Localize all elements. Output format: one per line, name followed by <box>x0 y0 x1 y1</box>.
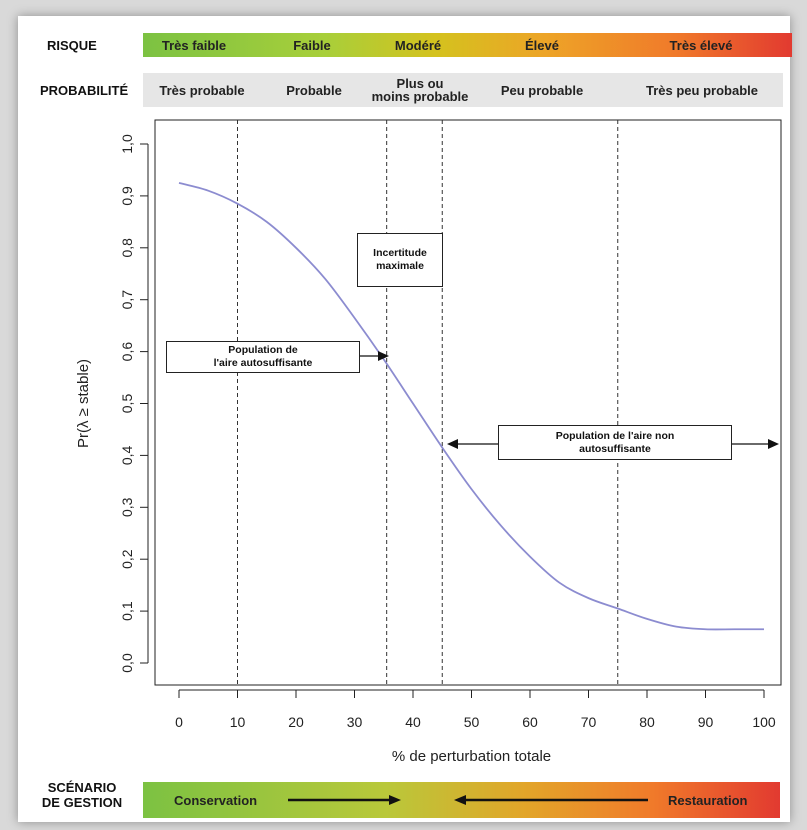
probability-level: Peu probable <box>500 82 584 98</box>
probability-level: Plus ou moins probable <box>371 76 469 104</box>
x-tick-label: 20 <box>288 714 304 730</box>
y-tick-label: 0,6 <box>119 342 135 362</box>
conservation-arrow-head <box>389 795 401 805</box>
y-axis-title: Pr(λ ≥ stable) <box>75 359 92 448</box>
management-scenario-label: SCÉNARIO DE GESTION <box>41 780 123 810</box>
probability-level: Très peu probable <box>646 82 758 98</box>
annotation-uncertainty: Incertitude maximale <box>357 233 443 287</box>
x-tick-label: 40 <box>405 714 421 730</box>
x-tick-label: 70 <box>581 714 597 730</box>
risk-level: Très élevé <box>669 37 733 53</box>
y-tick-label: 0,2 <box>119 549 135 569</box>
probability-curve <box>178 182 764 631</box>
probability-level: Probable <box>286 82 342 98</box>
x-tick-label: 90 <box>698 714 714 730</box>
self-sustaining-arrowhead <box>378 351 389 361</box>
x-tick-label: 10 <box>230 714 246 730</box>
management-arrows <box>288 795 648 805</box>
x-tick-label: 80 <box>639 714 655 730</box>
x-tick-label: 0 <box>175 714 183 730</box>
probability-band: Très probable Probable Plus ou moins pro… <box>143 73 783 107</box>
risk-level: Modéré <box>394 37 442 53</box>
restoration-arrow-head <box>454 795 466 805</box>
figure-frame <box>18 16 790 822</box>
y-tick-label: 1,0 <box>119 134 135 154</box>
annotation-self-sustaining: Population de l'aire autosuffisante <box>166 341 360 373</box>
risk-gradient-band: Très faible Faible Modéré Élevé Très éle… <box>143 33 792 57</box>
risk-level: Très faible <box>161 37 227 53</box>
y-tick-label: 0,9 <box>119 186 135 206</box>
y-tick-label: 0,4 <box>119 445 135 465</box>
probability-level: Très probable <box>159 82 245 98</box>
y-tick-label: 0,3 <box>119 497 135 517</box>
management-gradient-band: Conservation Restauration <box>143 782 780 818</box>
not-self-sustaining-right-arrowhead <box>768 439 779 449</box>
risk-level: Faible <box>293 37 331 53</box>
x-tick-label: 50 <box>464 714 480 730</box>
annotation-not-self-sustaining: Population de l'aire non autosuffisante <box>498 425 732 460</box>
risk-row-label: RISQUE <box>47 38 97 53</box>
x-tick-label: 30 <box>347 714 363 730</box>
x-tick-label: 60 <box>522 714 538 730</box>
conservation-label: Conservation <box>174 793 258 808</box>
risk-level: Élevé <box>525 37 559 53</box>
x-tick-label: 100 <box>752 714 776 730</box>
x-axis-title: % de perturbation totale <box>392 748 551 765</box>
plot-frame <box>154 119 782 686</box>
restoration-label: Restauration <box>668 793 748 808</box>
y-tick-label: 0,5 <box>119 394 135 414</box>
probability-row-label: PROBABILITÉ <box>40 83 129 98</box>
y-tick-label: 0,8 <box>119 238 135 258</box>
not-self-sustaining-left-arrowhead <box>447 439 458 449</box>
y-tick-label: 0,1 <box>119 601 135 621</box>
y-tick-label: 0,0 <box>119 653 135 673</box>
y-tick-label: 0,7 <box>119 290 135 310</box>
